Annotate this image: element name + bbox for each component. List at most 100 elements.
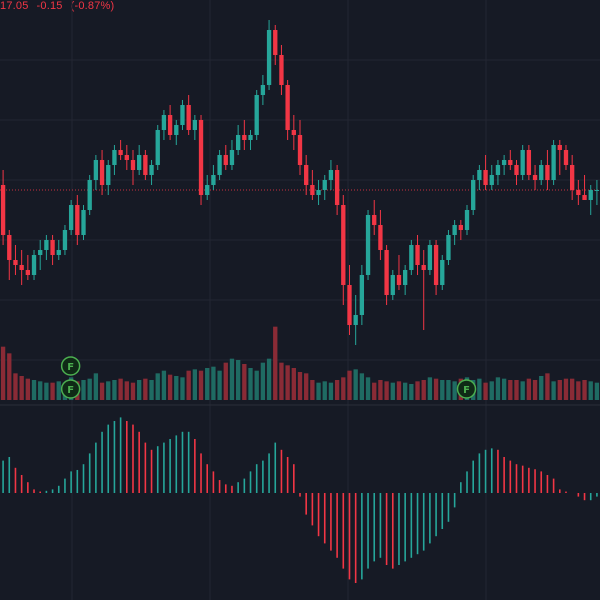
candle-body [495, 165, 501, 175]
volume-bar [563, 378, 569, 400]
candle-body [545, 165, 550, 180]
volume-bar [495, 377, 501, 400]
volume-bar [44, 382, 49, 400]
volume-bar [192, 369, 198, 400]
candle-body [248, 135, 253, 140]
volume-bar [396, 381, 402, 400]
volume-bar [149, 380, 154, 400]
volume-bar [594, 382, 600, 400]
candle-body [25, 270, 30, 275]
candle-body [365, 215, 371, 275]
candle-body [421, 265, 426, 270]
candle-body [384, 250, 389, 295]
candle-body [161, 115, 167, 130]
volume-bar [316, 382, 321, 400]
volume-bar [174, 376, 179, 400]
candle-body [62, 230, 68, 250]
volume-bar [297, 372, 303, 400]
candle-body [489, 175, 494, 185]
volume-bar [285, 365, 290, 400]
candle-body [402, 270, 408, 285]
candle-body [514, 165, 519, 175]
volume-bar [347, 370, 352, 400]
candle-body [223, 155, 228, 165]
candle-body [304, 165, 309, 185]
candle-body [570, 165, 575, 190]
candle-body [99, 160, 105, 185]
volume-bar [588, 381, 593, 400]
candle-body [328, 170, 334, 180]
candle-body [130, 160, 136, 170]
candle-body [588, 190, 593, 200]
candle-body [334, 170, 340, 205]
candle-body [44, 240, 49, 250]
volume-bar [0, 346, 6, 400]
candle-body [477, 170, 482, 180]
candle-body [149, 165, 154, 175]
volume-bar [13, 373, 18, 400]
volume-bar [211, 366, 216, 400]
volume-bar [341, 377, 346, 400]
volume-bar [322, 381, 327, 400]
volume-bar [130, 382, 136, 400]
candle-body [458, 225, 463, 230]
candle-body [143, 155, 148, 175]
candle-body [464, 210, 470, 230]
volume-bar [520, 381, 525, 400]
volume-bar [570, 378, 575, 400]
candle-body [501, 160, 507, 165]
volume-bar [217, 370, 222, 400]
volume-bar [87, 378, 92, 400]
volume-bar [415, 381, 420, 400]
candle-body [415, 245, 420, 265]
candle-body [452, 225, 457, 235]
volume-bar [409, 384, 414, 400]
candle-body [520, 150, 525, 175]
volume-bar [526, 378, 532, 400]
candle-body [242, 135, 247, 140]
candle-body [112, 150, 117, 165]
volume-bar [118, 378, 123, 400]
volume-bar [106, 381, 111, 400]
volume-bar [359, 373, 365, 400]
candle-body [174, 125, 179, 135]
candle-body [81, 210, 86, 235]
volume-bar [25, 378, 30, 400]
volume-bar [205, 368, 210, 400]
candle-body [347, 285, 352, 325]
candle-body [93, 160, 99, 180]
candle-body [316, 190, 321, 195]
candle-body [217, 155, 222, 175]
candle-body [409, 245, 414, 270]
candle-body [310, 185, 315, 195]
price-change-percent: (-0.87%) [70, 0, 115, 12]
volume-bar [353, 369, 358, 400]
volume-bar [56, 381, 61, 400]
candle-body [19, 265, 24, 270]
volume-bar [421, 380, 426, 400]
candle-body [68, 205, 74, 230]
volume-bar [390, 382, 395, 400]
volume-bar [545, 373, 550, 400]
volume-bar [452, 381, 457, 400]
candle-body [341, 205, 346, 285]
volume-bar [304, 373, 309, 400]
candle-body [205, 185, 210, 195]
candle-body [297, 135, 303, 165]
volume-bar [50, 382, 55, 400]
candle-body [372, 215, 377, 225]
candle-body [198, 120, 204, 195]
flag-marker-label: F [463, 385, 470, 396]
candle-body [106, 165, 111, 185]
candle-body [446, 235, 451, 260]
candle-body [211, 175, 216, 185]
volume-bar [161, 370, 167, 400]
candle-body [186, 105, 191, 130]
candle-body [167, 115, 173, 135]
volume-bar [334, 380, 340, 400]
volume-bar [576, 381, 581, 400]
candle-body [396, 275, 402, 285]
candle-body [87, 180, 92, 210]
candle-body [266, 30, 272, 85]
